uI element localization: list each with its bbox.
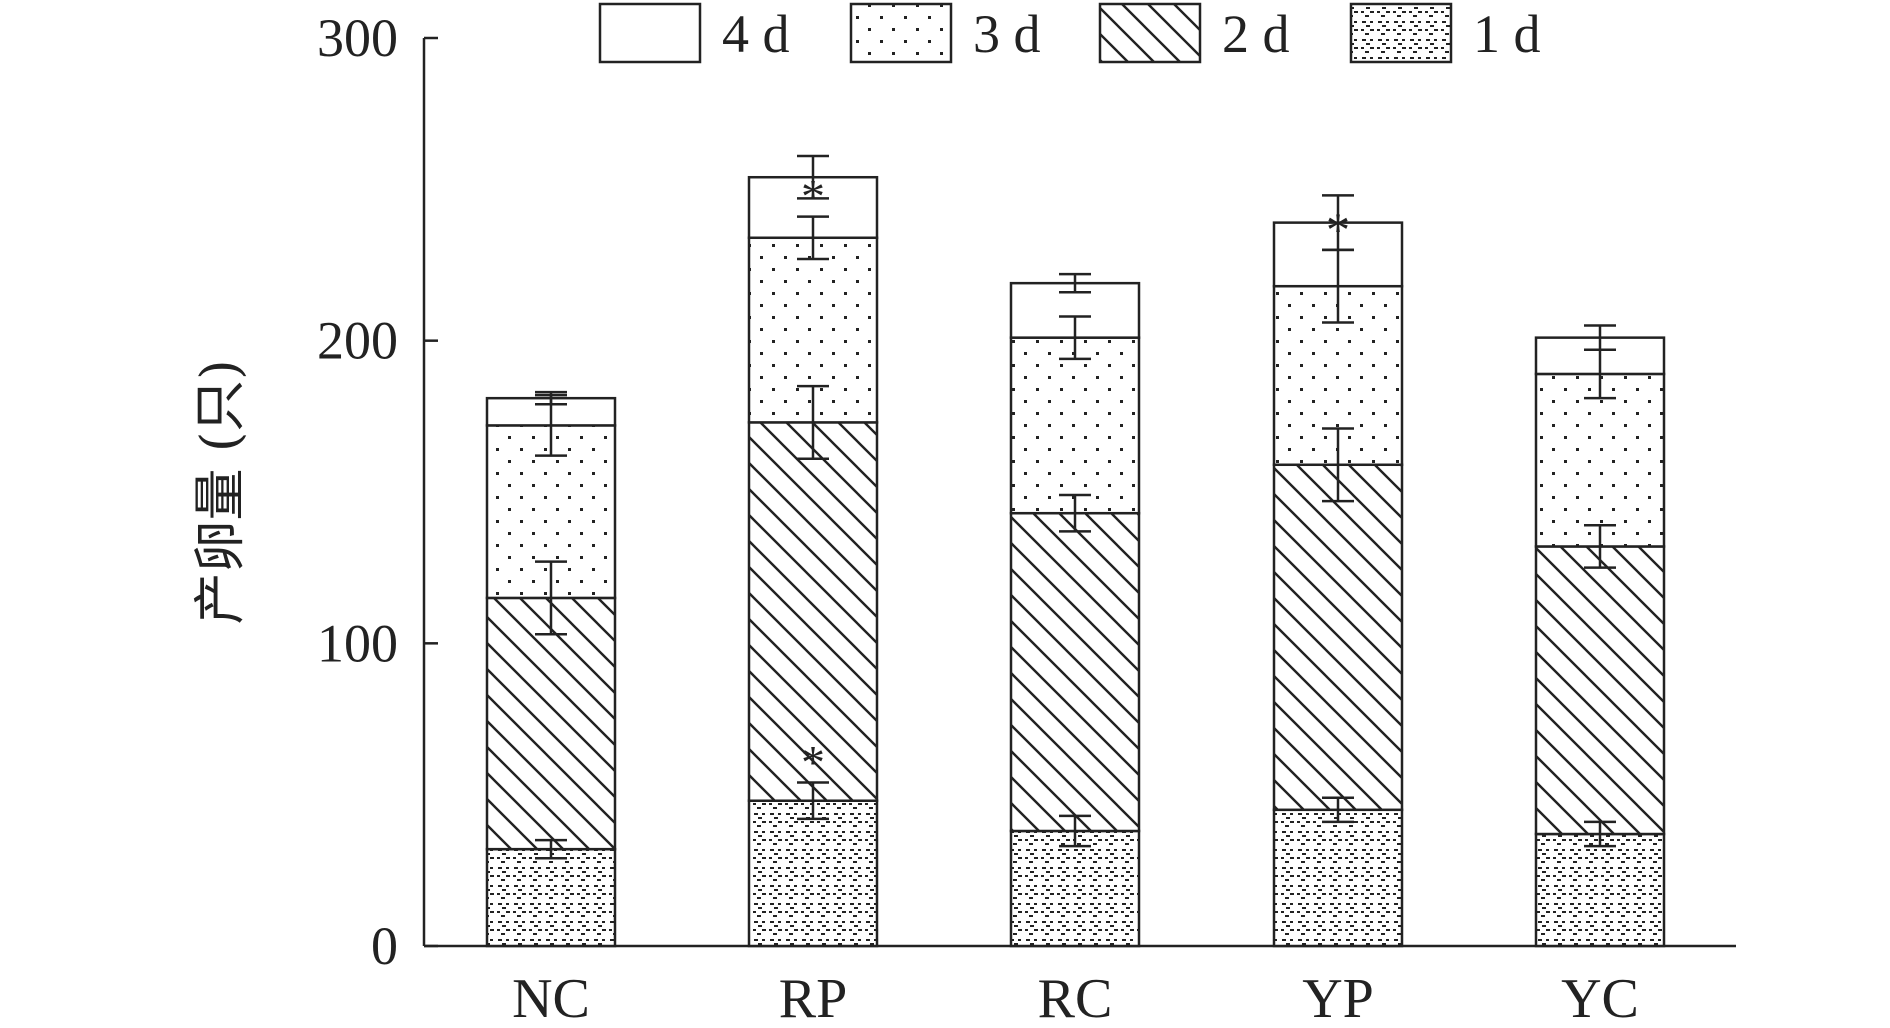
legend-swatch-2d [1098,2,1202,64]
legend-label: 4 d [722,4,790,64]
significance-asterisk: * [801,737,825,790]
bar-segment-yc-1d [1534,832,1666,948]
bar-segment-rc-3d [1009,336,1141,515]
y-tick-label: 0 [371,916,398,976]
significance-asterisk: * [801,171,825,224]
bar-segment-rp-1d [747,799,879,948]
legend-label: 3 d [973,4,1041,64]
bar-segment-rc-1d [1009,829,1141,948]
bar-segment-yc-3d [1534,372,1666,548]
legend-swatch-1d [1349,2,1453,64]
x-tick-label: RP [779,968,848,1028]
bar-segment-yp-2d [1272,463,1404,812]
x-tick-label: YP [1302,968,1374,1028]
significance-asterisk: * [1326,204,1350,257]
legend-label: 1 d [1473,4,1541,64]
legend-swatch-4d [598,2,702,64]
bar-segment-nc-2d [485,596,617,851]
x-tick-label: RC [1038,968,1113,1028]
y-axis-label: 产卵量 (只) [191,359,251,624]
x-tick-label: YC [1561,968,1639,1028]
y-tick-label: 100 [317,613,398,673]
y-tick-label: 200 [317,311,398,371]
y-tick-label: 300 [317,8,398,68]
bar-segment-yc-2d [1534,545,1666,836]
x-tick-label: NC [512,968,590,1028]
bar-segment-yp-1d [1272,808,1404,948]
legend-swatch-3d [849,2,953,64]
bar-segment-nc-1d [485,847,617,948]
bar-segment-rc-2d [1009,511,1141,833]
legend-label: 2 d [1222,4,1290,64]
